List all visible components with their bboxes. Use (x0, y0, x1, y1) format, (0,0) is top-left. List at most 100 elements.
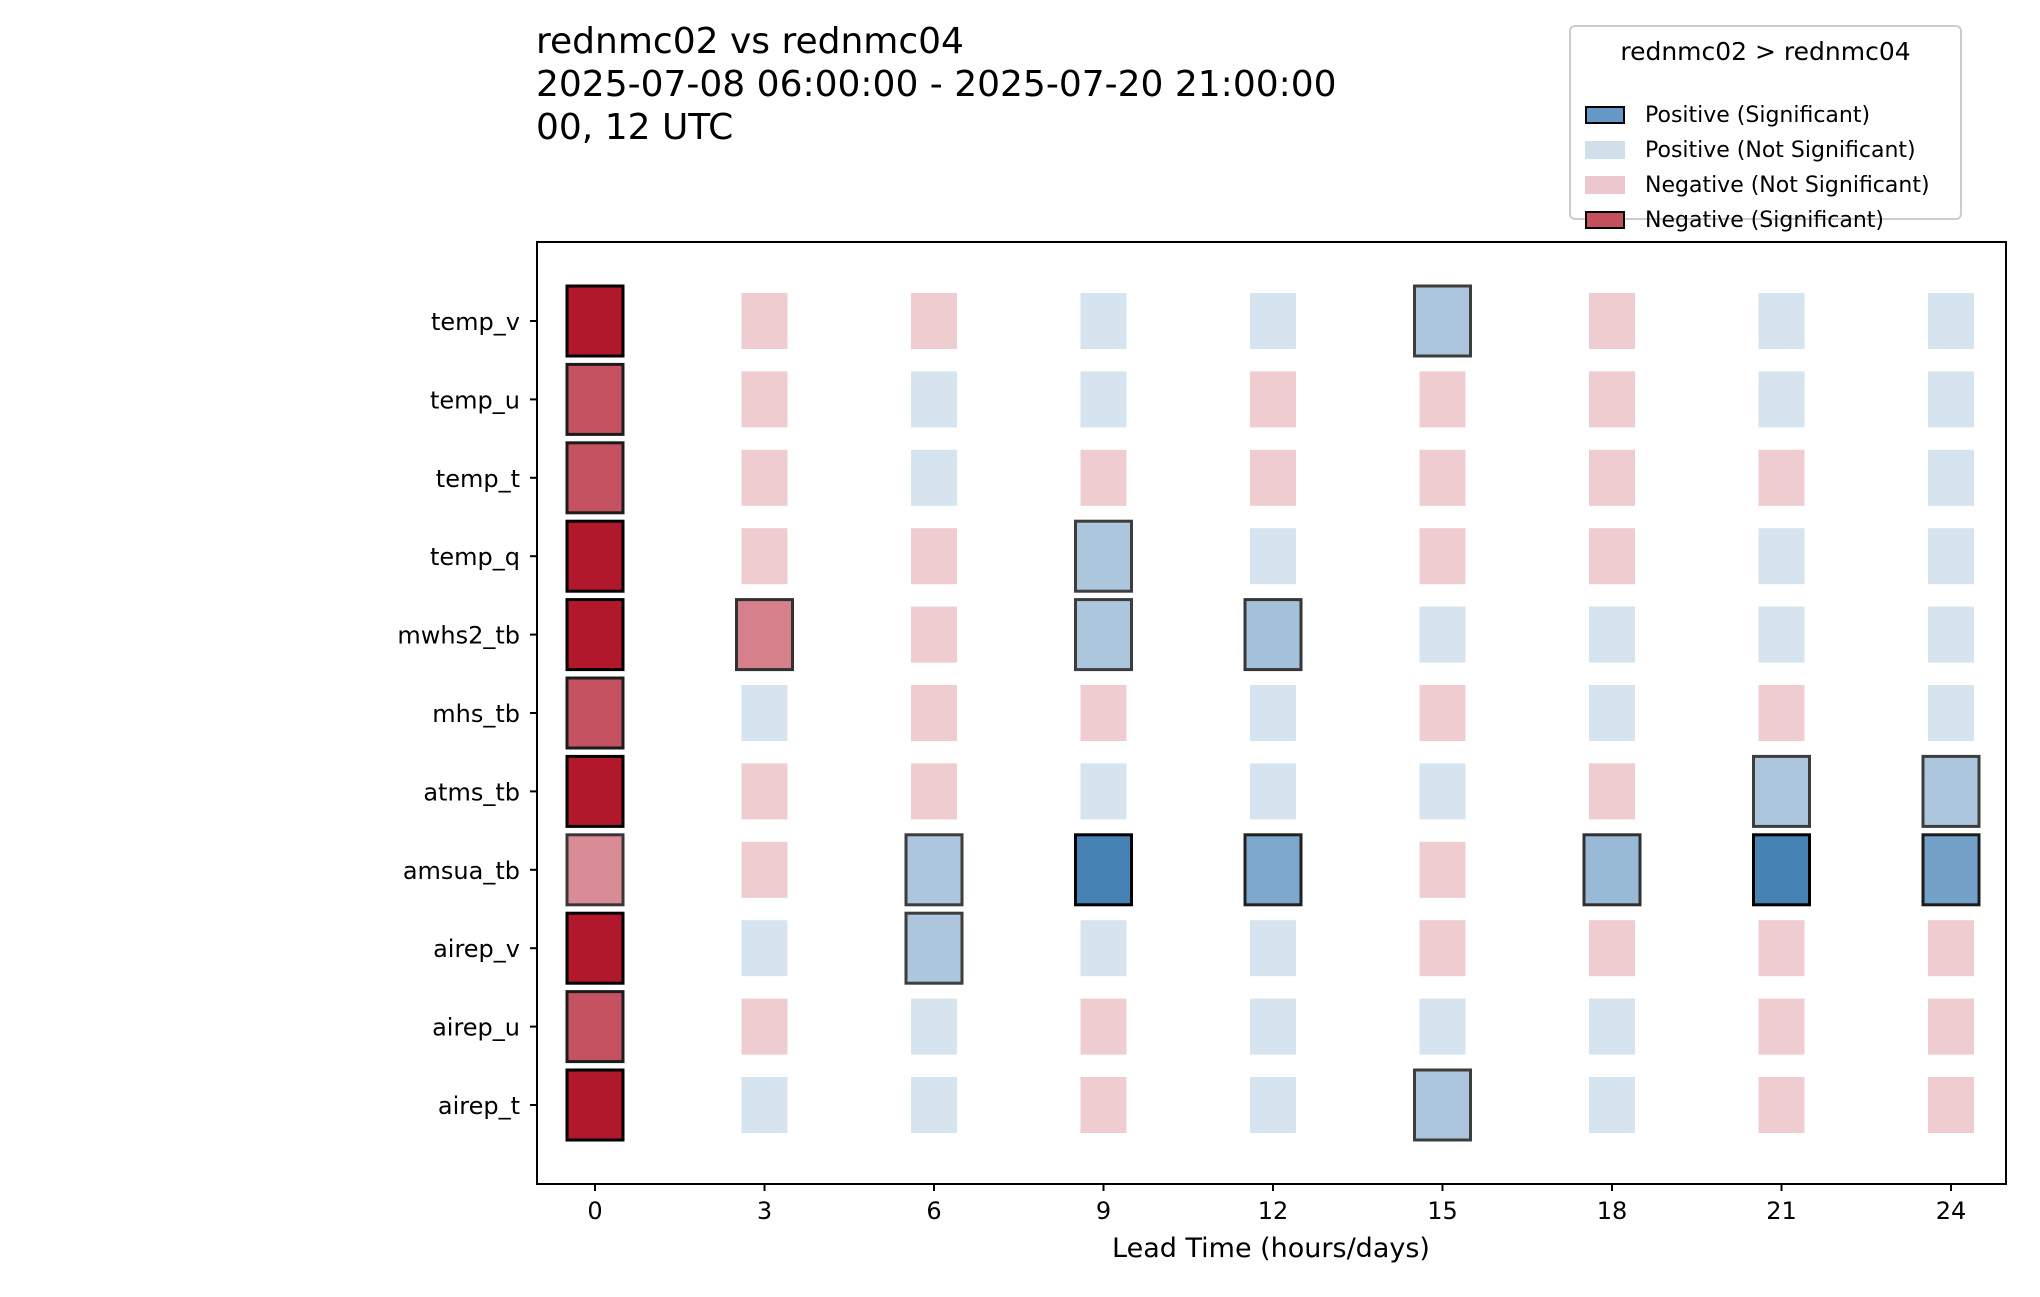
legend: rednmc02 > rednmc04 Positive (Significan… (1569, 25, 1962, 233)
heatmap-cell (565, 284, 625, 358)
legend-label: Negative (Not Significant) (1645, 172, 1930, 198)
y-tick-label: temp_t (436, 465, 520, 493)
heatmap-cell (911, 1077, 957, 1133)
heatmap-cell (1589, 1077, 1635, 1133)
heatmap-cell (1582, 833, 1642, 907)
heatmap-cell (1752, 754, 1811, 828)
heatmap-cell (1419, 371, 1466, 428)
legend-item-positive-significant: Positive (Significant) (1585, 102, 1870, 128)
heatmap-cell (1080, 685, 1127, 741)
heatmap-cell (565, 754, 625, 828)
x-tick-label: 15 (1427, 1197, 1458, 1225)
heatmap-cell (1758, 920, 1805, 977)
heatmap-cell (1250, 763, 1296, 820)
legend-item-negative-not-significant: Negative (Not Significant) (1585, 172, 1930, 198)
heatmap-cell (1589, 449, 1635, 506)
heatmap-cell (1243, 833, 1303, 907)
heatmap-cell (1589, 685, 1635, 741)
y-tick-label: amsua_tb (403, 857, 520, 885)
y-tick-label: airep_v (433, 935, 520, 963)
heatmap-cell (1074, 833, 1133, 907)
heatmap-cell (904, 833, 964, 907)
heatmap-cell (1250, 371, 1296, 428)
heatmap-cell (1928, 920, 1974, 977)
x-tick-label: 24 (1936, 1197, 1967, 1225)
legend-label: Positive (Significant) (1645, 102, 1871, 128)
x-tick-label: 3 (757, 1197, 772, 1225)
heatmap-cell (565, 598, 625, 672)
heatmap-cell (1589, 920, 1635, 977)
heatmap-cell (1928, 1077, 1974, 1133)
heatmap-cell (1419, 528, 1466, 585)
x-tick-label: 21 (1766, 1197, 1797, 1225)
y-tick-label: mwhs2_tb (397, 622, 520, 650)
title-line-1: rednmc02 vs rednmc04 (536, 21, 964, 62)
heatmap-cell (1928, 685, 1974, 741)
heatmap-cell (741, 371, 788, 428)
heatmap-cell (565, 441, 625, 515)
legend-item-negative-significant: Negative (Significant) (1585, 207, 1884, 233)
heatmap-cell (741, 528, 788, 585)
heatmap-cell (1419, 841, 1466, 898)
x-axis-label: Lead Time (hours/days) (1112, 1233, 1430, 1264)
chart-title: rednmc02 vs rednmc04 2025-07-08 06:00:00… (536, 20, 1337, 149)
legend-swatch (1585, 141, 1625, 159)
heatmap-cell (1243, 598, 1303, 672)
legend-swatch (1585, 176, 1625, 194)
y-tick-label: airep_t (438, 1092, 520, 1120)
title-line-3: 00, 12 UTC (536, 107, 734, 148)
heatmap-cell (1758, 998, 1805, 1055)
heatmap-cell (1589, 998, 1635, 1055)
heatmap-cell (1921, 754, 1981, 828)
heatmap-cell (1928, 371, 1974, 428)
heatmap-cell (1419, 606, 1466, 663)
heatmap-cell (1413, 284, 1472, 358)
heatmap-cells (565, 284, 1981, 1142)
legend-swatch (1585, 106, 1625, 124)
heatmap-cell (741, 920, 788, 977)
heatmap-cell (1589, 763, 1635, 820)
heatmap-cell (565, 990, 625, 1064)
heatmap-cell (1250, 1077, 1296, 1133)
heatmap-cell (741, 998, 788, 1055)
heatmap-cell (911, 449, 957, 506)
x-tick-label: 6 (926, 1197, 941, 1225)
heatmap-cell (1589, 371, 1635, 428)
heatmap-cell (741, 293, 788, 349)
heatmap-cell (911, 528, 957, 585)
heatmap-cell (1758, 528, 1805, 585)
x-tick-label: 18 (1597, 1197, 1628, 1225)
heatmap-cell (1080, 449, 1127, 506)
heatmap-cell (1250, 685, 1296, 741)
heatmap-cell (1080, 293, 1127, 349)
heatmap-cell (1074, 519, 1133, 593)
heatmap-cell (1758, 293, 1805, 349)
y-tick-label: airep_u (432, 1014, 520, 1042)
heatmap-cell (911, 606, 957, 663)
heatmap-cell (1250, 293, 1296, 349)
heatmap-cell (1758, 371, 1805, 428)
legend-title: rednmc02 > rednmc04 (1620, 37, 1911, 66)
heatmap-cell (1080, 1077, 1127, 1133)
heatmap-cell (565, 833, 625, 907)
y-tick-label: atms_tb (423, 778, 520, 806)
heatmap-cell (741, 763, 788, 820)
y-tick-label: mhs_tb (432, 700, 520, 728)
heatmap-cell (1419, 449, 1466, 506)
heatmap-cell (1250, 998, 1296, 1055)
heatmap-cell (1250, 920, 1296, 977)
legend-swatch (1585, 211, 1625, 229)
title-line-2: 2025-07-08 06:00:00 - 2025-07-20 21:00:0… (536, 64, 1337, 105)
heatmap-cell (904, 911, 964, 985)
heatmap-cell (1080, 763, 1127, 820)
y-tick-label: temp_u (430, 386, 520, 414)
heatmap-cell (565, 676, 625, 750)
heatmap-cell (565, 362, 625, 436)
y-tick-label: temp_q (430, 543, 520, 571)
heatmap-cell (1250, 449, 1296, 506)
heatmap-cell (1921, 833, 1981, 907)
heatmap-cell (1419, 998, 1466, 1055)
heatmap-cell (741, 841, 788, 898)
heatmap-cell (1589, 293, 1635, 349)
